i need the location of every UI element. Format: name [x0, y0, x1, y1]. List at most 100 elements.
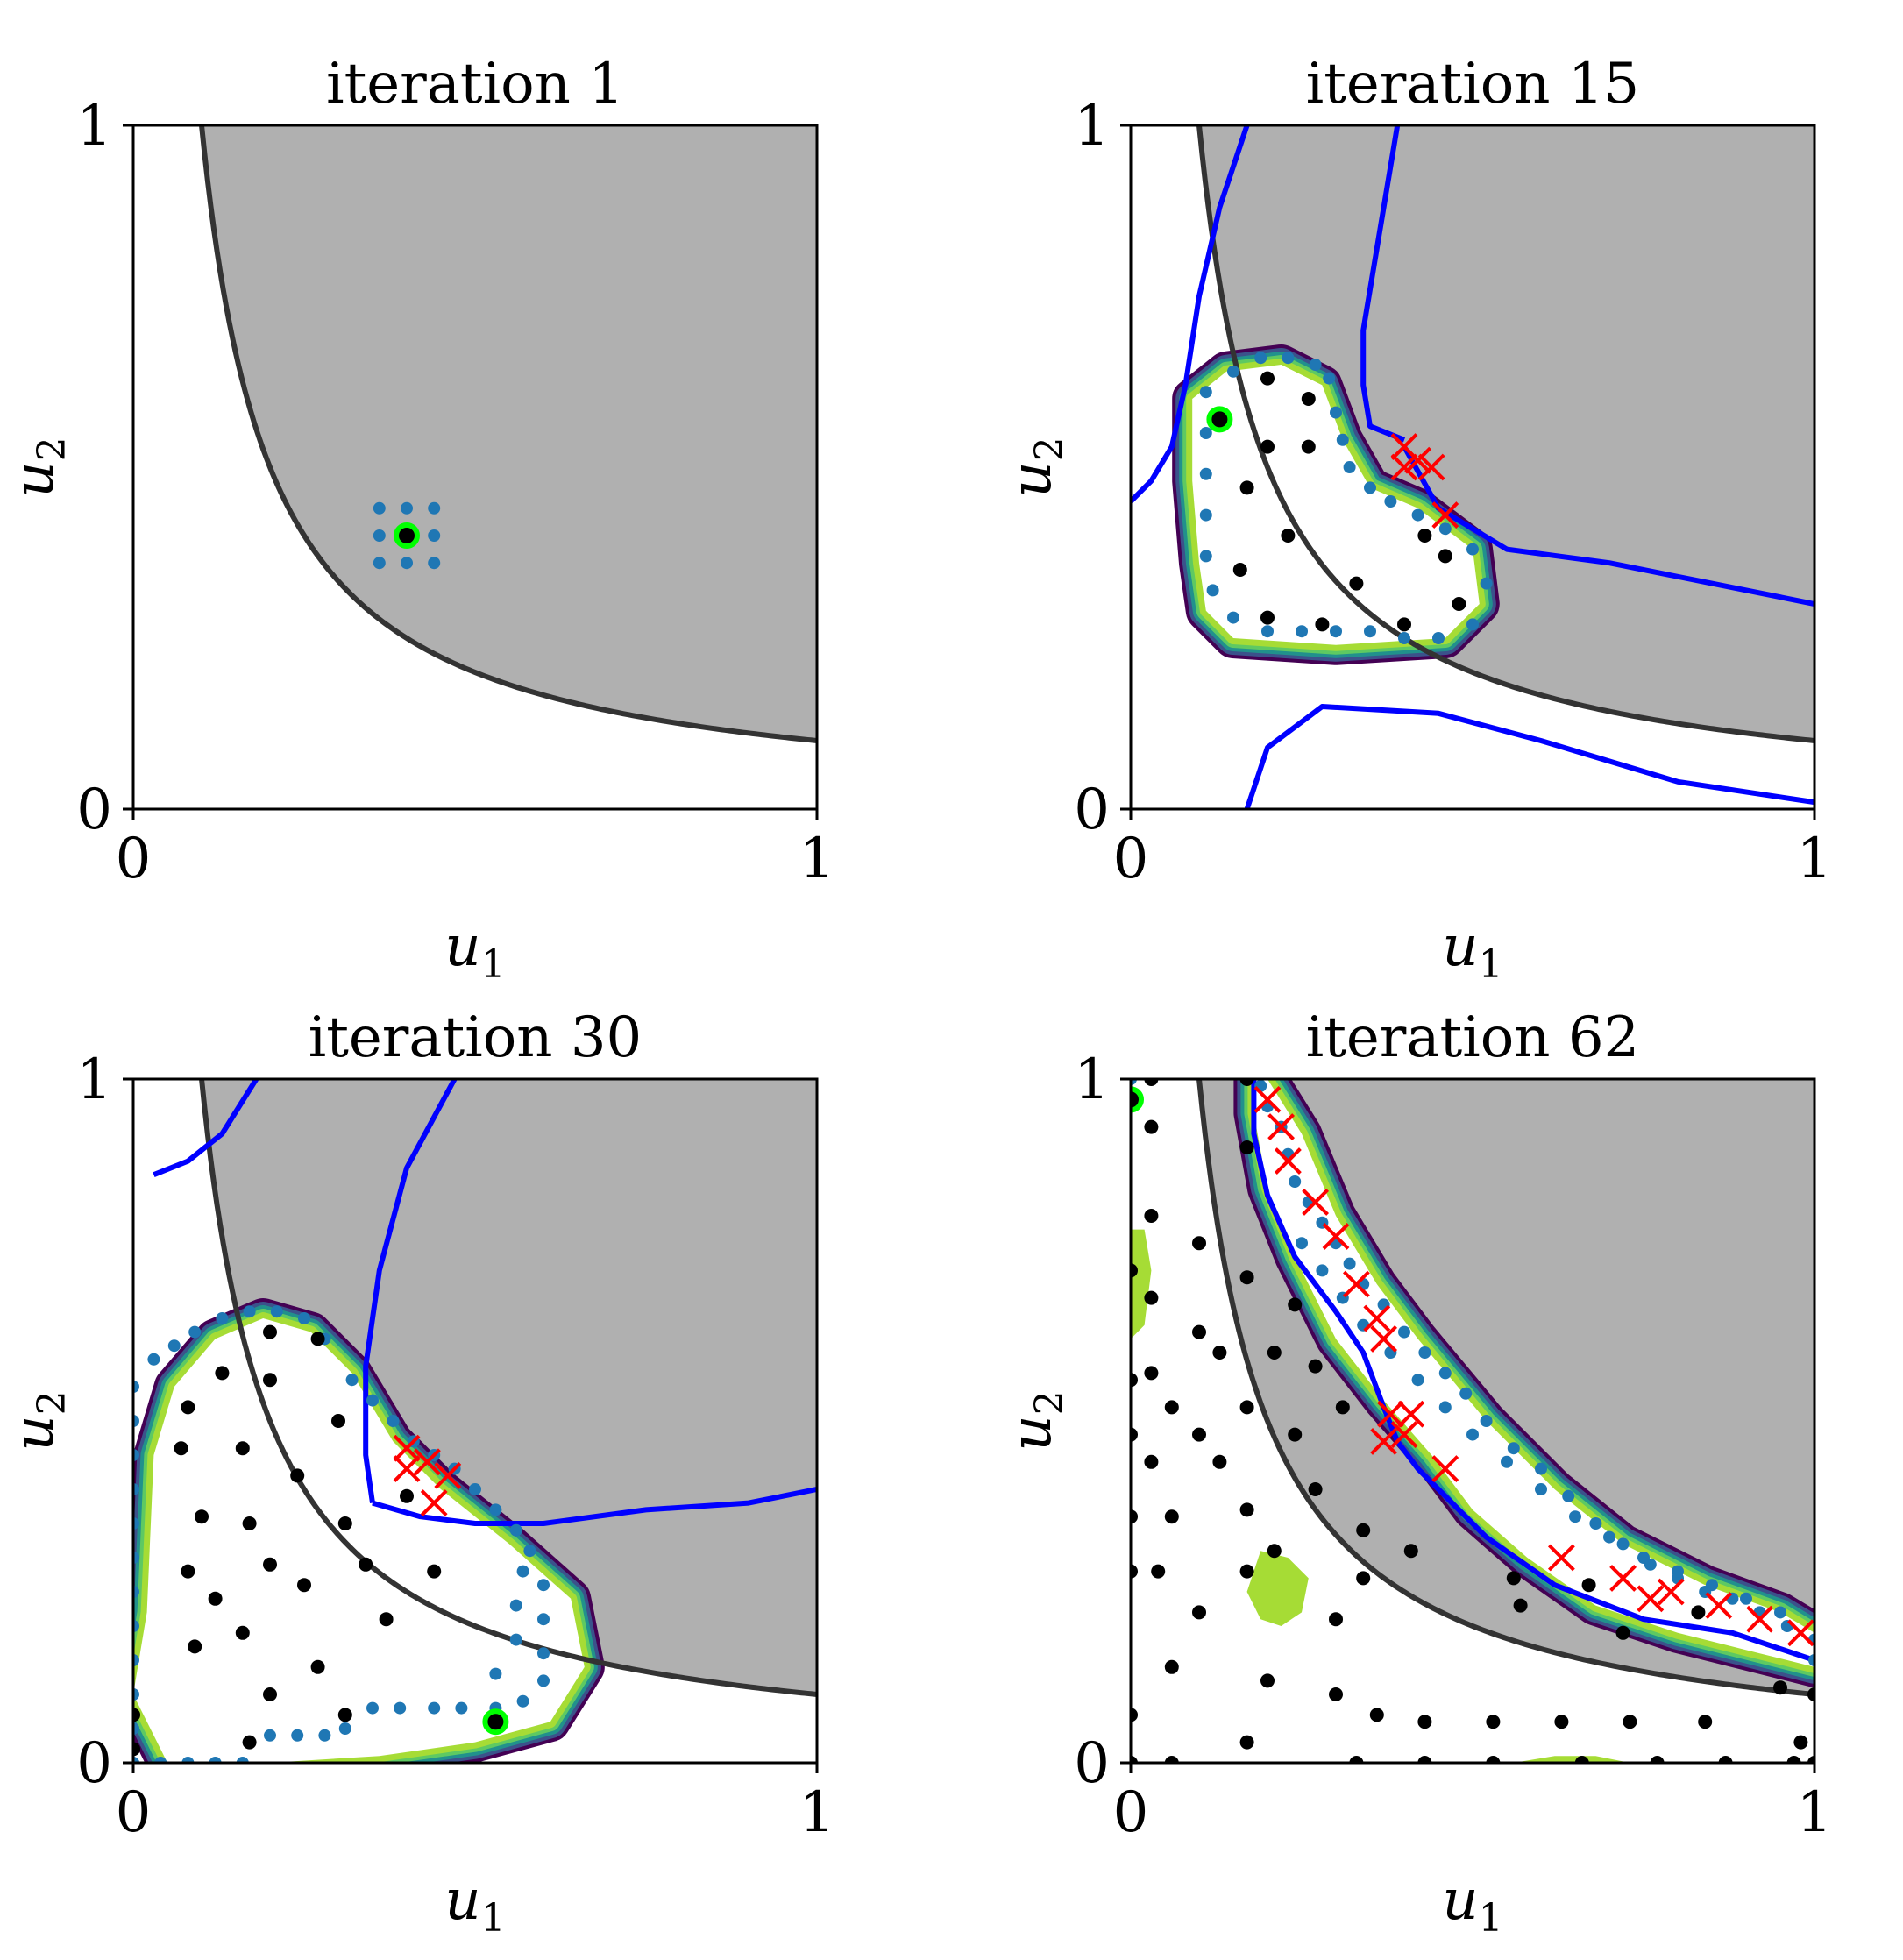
red-cross-marker: [1390, 453, 1418, 481]
black-evaluated-point: [1417, 529, 1432, 543]
blue-sample-point: [209, 1757, 222, 1763]
black-evaluated-point: [1260, 439, 1275, 454]
red-cross-marker: [1390, 1421, 1418, 1449]
black-evaluated-point: [195, 1509, 209, 1524]
black-evaluated-point: [1417, 1756, 1432, 1763]
black-evaluated-point: [235, 1441, 250, 1456]
black-evaluated-point: [1506, 1571, 1521, 1586]
blue-sample-point: [133, 1381, 139, 1393]
black-evaluated-point: [1212, 1346, 1227, 1360]
axes-frame: [131, 1077, 819, 1765]
blue-contour-1: [1131, 125, 1250, 504]
red-cross-marker: [1274, 1147, 1302, 1175]
black-evaluated-point: [1417, 1715, 1432, 1729]
black-evaluated-point: [1349, 1756, 1364, 1763]
axes-frame: [1129, 1077, 1816, 1765]
red-cross-marker: [1376, 1400, 1404, 1428]
subplot-title: iteration 1: [326, 52, 624, 117]
blue-sample-point: [133, 1517, 139, 1530]
red-cross-marker: [1431, 1455, 1459, 1483]
black-evaluated-point: [1239, 1140, 1254, 1154]
blue-sample-point: [1227, 611, 1239, 624]
black-evaluated-point: [1144, 1079, 1159, 1086]
black-evaluated-point: [1356, 1523, 1371, 1537]
black-evaluated-point: [1164, 1659, 1179, 1674]
blue-contour-2: [363, 1079, 458, 1504]
black-evaluated-point: [1151, 1564, 1166, 1579]
x-tick-label: 0: [1113, 827, 1149, 891]
black-evaluated-point: [1232, 563, 1247, 577]
black-evaluated-point: [1335, 1400, 1350, 1415]
blue-sample-point: [133, 1757, 139, 1763]
blue-sample-point: [1501, 1455, 1513, 1468]
constraint-boundary-curve: [1196, 125, 1814, 743]
black-evaluated-point: [181, 1400, 195, 1415]
subplot-title: iteration 62: [1306, 1005, 1640, 1070]
x-axis-label: u1: [1442, 914, 1502, 987]
black-evaluated-point: [263, 1324, 277, 1339]
x-axis-label: u1: [444, 914, 505, 987]
blue-sample-point: [1438, 1401, 1452, 1414]
black-evaluated-point: [1698, 1715, 1713, 1729]
blue-sample-point: [516, 1565, 529, 1578]
x-axis-label-subscript: 1: [1479, 1896, 1503, 1941]
x-tick-label: 1: [799, 1780, 835, 1845]
y-axis-label-main: u: [999, 461, 1064, 497]
blue-sample-point: [1364, 481, 1376, 494]
blue-sample-point: [1296, 1237, 1308, 1250]
y-tick-label: 0: [1074, 1731, 1110, 1796]
black-evaluated-point: [1192, 1324, 1206, 1339]
blue-contour-1: [153, 1079, 259, 1177]
blue-sample-point: [509, 1599, 522, 1612]
blue-sample-point: [1672, 1565, 1684, 1578]
blue-sample-point: [147, 1353, 160, 1366]
black-evaluated-point: [1315, 617, 1330, 632]
blue-sample-point: [1131, 1079, 1137, 1085]
blue-sample-point: [1432, 632, 1445, 644]
blue-sample-point: [1316, 1264, 1329, 1277]
blue-sample-point: [1309, 359, 1322, 371]
blue-sample-point: [167, 1339, 181, 1353]
blue-sample-point: [133, 1483, 139, 1495]
blue-sample-point: [1199, 467, 1212, 480]
blue-sample-point: [188, 1325, 202, 1339]
blue-sample-point: [1398, 1325, 1410, 1339]
x-axis-label-subscript: 1: [1479, 942, 1503, 987]
black-evaluated-point: [297, 1578, 311, 1593]
black-evaluated-point: [1574, 1756, 1589, 1763]
black-evaluated-point: [1260, 610, 1275, 625]
x-tick-label: 0: [116, 1780, 152, 1845]
blue-sample-point: [1227, 365, 1239, 378]
red-cross-marker: [1786, 1619, 1814, 1647]
current-point-marker: [1206, 406, 1233, 433]
black-evaluated-point: [1144, 1366, 1159, 1381]
blue-sample-point: [133, 1654, 139, 1666]
black-evaluated-point: [1164, 1509, 1179, 1524]
blue-sample-point: [509, 1523, 522, 1537]
black-evaluated-point: [1192, 1427, 1206, 1442]
black-evaluated-point: [1131, 1756, 1138, 1763]
black-evaluated-point: [1239, 1564, 1254, 1579]
red-cross-marker: [1705, 1592, 1733, 1620]
axes-frame: [1129, 124, 1816, 811]
red-cross-marker: [1431, 501, 1459, 529]
black-evaluated-point: [337, 1708, 352, 1722]
black-evaluated-point: [1356, 1571, 1371, 1586]
blue-sample-point: [133, 1552, 139, 1564]
blue-sample-point: [1261, 625, 1274, 638]
black-evaluated-point: [1793, 1735, 1808, 1750]
black-evaluated-point: [400, 1488, 414, 1503]
black-evaluated-point: [1581, 1578, 1596, 1593]
black-evaluated-point: [1192, 1236, 1206, 1251]
x-tick-label: 0: [1113, 1780, 1149, 1845]
black-evaluated-point: [1691, 1605, 1706, 1620]
blue-sample-point: [1535, 1462, 1547, 1475]
blue-sample-point: [1438, 522, 1452, 536]
blue-sample-point: [1330, 406, 1342, 419]
black-evaluated-point: [1239, 1270, 1254, 1285]
red-cross-marker: [1397, 1400, 1425, 1428]
blue-sample-point: [455, 1701, 468, 1715]
black-evaluated-point: [1650, 1756, 1665, 1763]
